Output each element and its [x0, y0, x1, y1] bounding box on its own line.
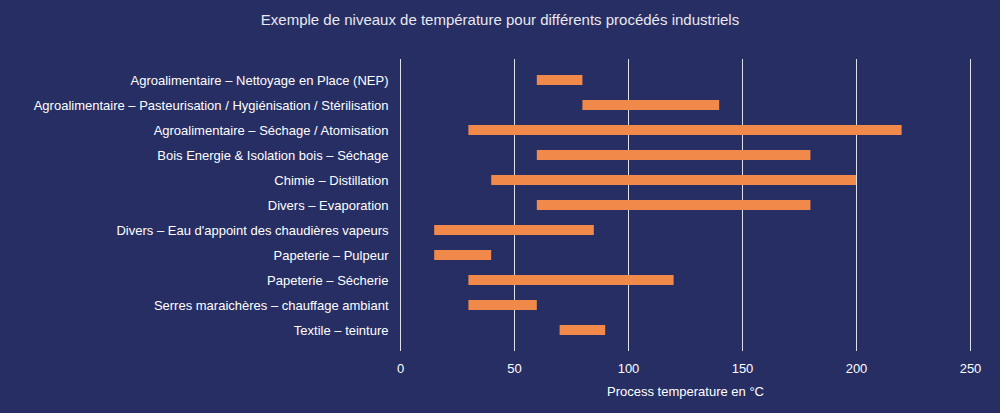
svg-text:100: 100 — [618, 361, 640, 376]
svg-text:Bois Energie & Isolation bois: Bois Energie & Isolation bois – Séchage — [157, 148, 388, 163]
svg-text:Textile – teinture: Textile – teinture — [294, 323, 389, 338]
svg-text:250: 250 — [960, 361, 982, 376]
svg-text:Divers – Evaporation: Divers – Evaporation — [268, 198, 389, 213]
svg-text:0: 0 — [397, 361, 404, 376]
svg-text:Divers – Eau d'appoint des cha: Divers – Eau d'appoint des chaudières va… — [116, 223, 389, 238]
html-text:Exemple de niveaux de températ: Exemple de niveaux de température pour d… — [260, 11, 740, 28]
svg-text:Papeterie – Sécherie: Papeterie – Sécherie — [267, 273, 388, 288]
svg-text:Agroalimentaire – Séchage / At: Agroalimentaire – Séchage / Atomisation — [154, 123, 389, 138]
svg-text:50: 50 — [507, 361, 521, 376]
svg-text:Serres maraichères – chauffage: Serres maraichères – chauffage ambiant — [154, 298, 389, 313]
svg-text:Papeterie – Pulpeur: Papeterie – Pulpeur — [274, 248, 390, 263]
svg-text:Chimie – Distillation: Chimie – Distillation — [274, 173, 388, 188]
svg-text:200: 200 — [846, 361, 868, 376]
svg-text:Agroalimentaire – Pasteurisati: Agroalimentaire – Pasteurisation / Hygié… — [34, 98, 389, 113]
svg-text:Agroalimentaire – Nettoyage en: Agroalimentaire – Nettoyage en Place (NE… — [131, 73, 389, 88]
svg-text:Process temperature en °C: Process temperature en °C — [607, 384, 764, 399]
svg-text:150: 150 — [732, 361, 754, 376]
